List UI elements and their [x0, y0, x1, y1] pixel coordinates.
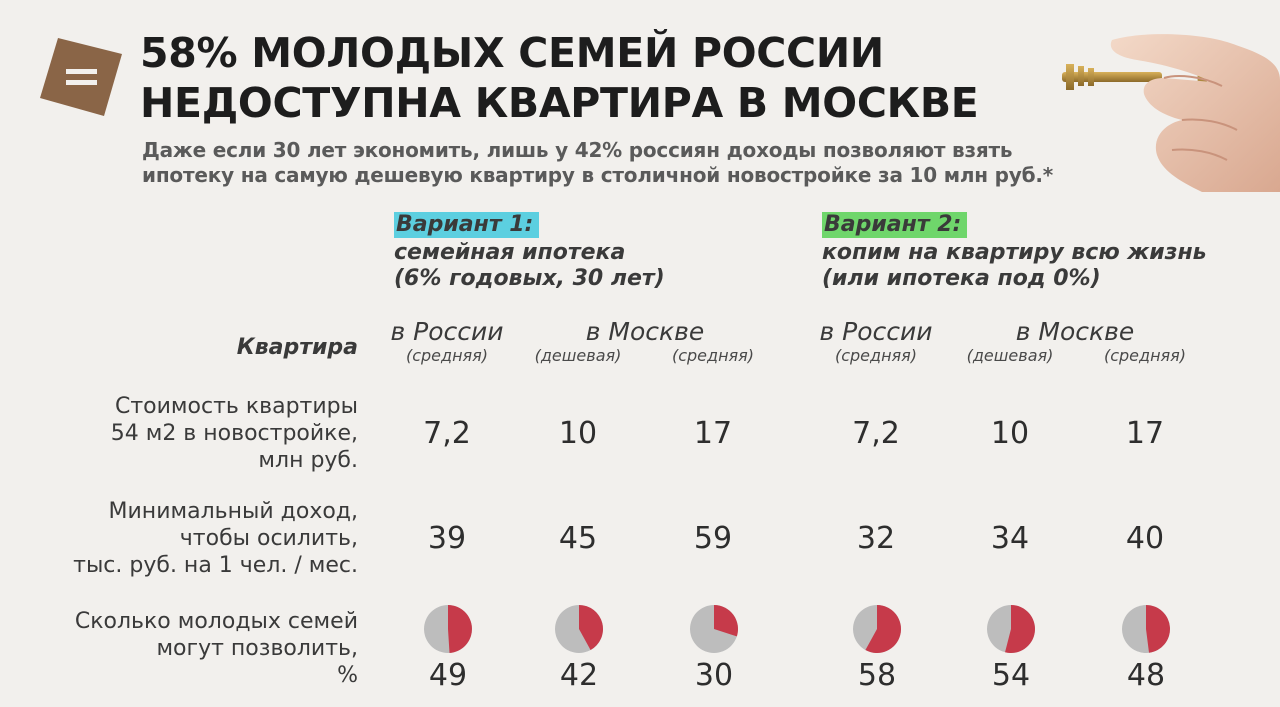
row-label-share: Сколько молодых семей могут позволить, %	[75, 608, 358, 689]
col-head-v2-russia: в России (средняя)	[806, 318, 946, 366]
variant-1-desc-1: семейная ипотека	[394, 240, 626, 265]
col-head-v2-russia-region: в России	[819, 317, 933, 346]
page-title: 58% МОЛОДЫХ СЕМЕЙ РОССИИ НЕДОСТУПНА КВАР…	[140, 28, 979, 128]
col-head-v2-moscow-cheap: (дешевая)	[950, 346, 1070, 366]
col-head-v1-moscow: в Москве	[520, 318, 770, 346]
variant-1-header: Вариант 1: семейная ипотека (6% годовых,…	[394, 212, 665, 292]
col-head-v1-russia-region: в России	[390, 317, 504, 346]
income-value: 59	[693, 521, 733, 556]
col-head-v1-moscow-cheap-text: (дешевая)	[534, 346, 622, 365]
income-value: 45	[558, 521, 598, 556]
row-label-income: Минимальный доход, чтобы осилить, тыс. р…	[73, 498, 358, 579]
pie-share-slice	[865, 605, 902, 653]
row-label-cost-line-2: 54 м2 в новостройке,	[110, 421, 358, 446]
share-pie	[1122, 605, 1170, 653]
row-label-income-line-2: чтобы осилить,	[179, 526, 358, 551]
col-head-v1-moscow-avg-text: (средняя)	[671, 346, 755, 365]
share-pie	[690, 605, 739, 653]
pie-share-slice	[579, 605, 603, 651]
page-subtitle: Даже если 30 лет экономить, лишь у 42% р…	[142, 138, 1053, 188]
share-pie	[853, 605, 902, 653]
col-head-v1-russia: в России (средняя)	[377, 318, 517, 366]
row-label-income-line-1: Минимальный доход,	[108, 499, 358, 524]
variant-2-desc-2: (или ипотека под 0%)	[822, 266, 1101, 291]
row-label-share-line-1: Сколько молодых семей	[74, 609, 358, 634]
row-label-apartment: Квартира	[237, 334, 358, 361]
col-head-v2-moscow-avg: (средняя)	[1085, 346, 1205, 366]
share-pie	[987, 605, 1035, 653]
subtitle-line-1: Даже если 30 лет экономить, лишь у 42% р…	[142, 138, 1013, 162]
hand-with-key-icon	[1062, 34, 1280, 192]
share-value: 54	[991, 658, 1031, 693]
cost-value: 10	[558, 416, 598, 451]
share-value: 42	[559, 658, 599, 693]
share-value: 30	[694, 658, 734, 693]
share-value: 49	[428, 658, 468, 693]
row-label-share-line-3: %	[337, 663, 358, 688]
variant-1-desc-2: (6% годовых, 30 лет)	[394, 266, 665, 291]
col-head-v2-moscow-region: в Москве	[1015, 317, 1135, 346]
col-head-v1-moscow-avg: (средняя)	[653, 346, 773, 366]
col-head-v2-moscow-cheap-text: (дешевая)	[966, 346, 1054, 365]
cost-value: 17	[693, 416, 733, 451]
equals-logo-icon	[40, 38, 122, 116]
col-head-v1-moscow-cheap: (дешевая)	[518, 346, 638, 366]
col-head-v2-moscow: в Москве	[950, 318, 1200, 346]
col-head-v1-moscow-region: в Москве	[585, 317, 705, 346]
share-pie	[555, 605, 603, 653]
cost-value: 17	[1125, 416, 1165, 451]
income-value: 40	[1125, 521, 1165, 556]
variant-2-tag: Вариант 2:	[822, 212, 968, 238]
row-label-apartment-text: Квартира	[236, 335, 358, 360]
income-value: 34	[990, 521, 1030, 556]
pie-share-slice	[448, 605, 472, 653]
pie-share-slice	[1146, 605, 1170, 653]
share-value: 48	[1126, 658, 1166, 693]
cost-value: 7,2	[423, 416, 471, 451]
share-value: 58	[857, 658, 897, 693]
row-label-share-line-2: могут позволить,	[156, 636, 358, 661]
variant-2-desc-1: копим на квартиру всю жизнь	[822, 240, 1207, 265]
title-line-2: НЕДОСТУПНА КВАРТИРА В МОСКВЕ	[140, 79, 979, 127]
subtitle-line-2: ипотеку на самую дешевую квартиру в стол…	[142, 163, 1054, 187]
variant-2-header: Вариант 2: копим на квартиру всю жизнь (…	[822, 212, 1207, 292]
income-value: 39	[427, 521, 467, 556]
row-label-cost-line-1: Стоимость квартиры	[114, 394, 358, 419]
col-head-v2-moscow-avg-text: (средняя)	[1103, 346, 1187, 365]
cost-value: 10	[990, 416, 1030, 451]
income-value: 32	[856, 521, 896, 556]
variant-1-tag: Вариант 1:	[394, 212, 540, 238]
row-label-cost: Стоимость квартиры 54 м2 в новостройке, …	[111, 393, 358, 474]
row-label-cost-line-3: млн руб.	[258, 448, 358, 473]
col-head-v1-russia-kind: (средняя)	[405, 346, 489, 365]
row-label-income-line-3: тыс. руб. на 1 чел. / мес.	[73, 553, 358, 578]
share-pie	[424, 605, 472, 653]
pie-share-slice	[714, 605, 739, 637]
col-head-v2-russia-kind: (средняя)	[834, 346, 918, 365]
title-line-1: 58% МОЛОДЫХ СЕМЕЙ РОССИИ	[140, 29, 884, 77]
pie-share-slice	[1005, 605, 1035, 653]
cost-value: 7,2	[852, 416, 900, 451]
